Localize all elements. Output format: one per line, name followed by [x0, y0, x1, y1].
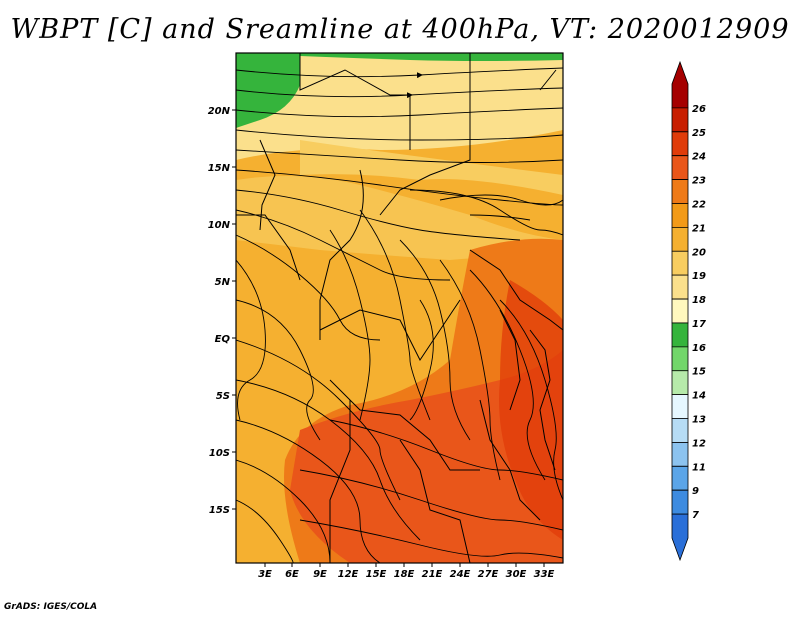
colorbar-swatch	[671, 203, 689, 228]
colorbar-label: 25	[692, 128, 706, 139]
lon-tick-label: 6E	[285, 569, 299, 580]
lon-tick-label: 15E	[366, 569, 387, 580]
colorbar-label: 12	[692, 438, 706, 449]
colorbar-swatch	[671, 107, 689, 133]
colorbar-swatch	[671, 131, 689, 157]
colorbar-swatch	[671, 250, 689, 276]
lon-tick-label: 12E	[338, 569, 359, 580]
colorbar-swatch	[671, 418, 689, 443]
lat-tick-label: EQ	[215, 334, 231, 345]
streamlines	[236, 67, 563, 563]
lon-tick-label: 21E	[422, 569, 443, 580]
colorbar-swatch	[671, 226, 689, 252]
colorbar-swatch	[671, 60, 689, 109]
colorbar-swatch	[671, 513, 689, 562]
colorbar-label: 26	[692, 104, 706, 115]
lat-tick-label: 15N	[208, 163, 231, 174]
chart-title: WBPT [C] and Sreamline at 400hPa, VT: 20…	[10, 14, 790, 45]
credit-text: GrADS: IGES/COLA	[4, 602, 98, 612]
colorbar-label: 19	[692, 271, 706, 282]
lat-tick-label: 15S	[209, 505, 230, 516]
colorbar-swatch	[671, 370, 689, 396]
lon-tick-label: 18E	[394, 569, 415, 580]
lon-tick-label: 24E	[450, 569, 471, 580]
map-plot-area	[236, 53, 563, 563]
lat-tick-label: 10N	[208, 220, 231, 231]
lat-tick-label: 20N	[208, 106, 231, 117]
lat-tick-label: 5N	[215, 277, 231, 288]
colorbar-label: 17	[692, 319, 706, 330]
map-frame	[235, 52, 564, 564]
colorbar-label: 20	[692, 247, 706, 258]
colorbar-swatch	[671, 465, 689, 491]
colorbar-label: 22	[692, 199, 706, 210]
colorbar-label: 13	[692, 415, 706, 426]
colorbar-label: 7	[692, 510, 699, 521]
colorbar-label: 24	[692, 152, 706, 163]
colorbar-swatch	[671, 298, 689, 324]
colorbar-label: 15	[692, 367, 706, 378]
colorbar-swatch	[671, 274, 689, 300]
colorbar-label: 9	[692, 486, 699, 497]
lat-tick-label: 5S	[216, 391, 230, 402]
lon-tick-label: 3E	[258, 569, 272, 580]
colorbar-label: 21	[692, 223, 706, 234]
country-borders	[236, 53, 563, 563]
colorbar-swatch	[671, 394, 689, 419]
lon-tick-label: 27E	[478, 569, 499, 580]
colorbar-label: 11	[692, 462, 706, 473]
lon-tick-label: 33E	[534, 569, 555, 580]
lon-tick-label: 9E	[313, 569, 327, 580]
colorbar-swatch	[671, 489, 689, 515]
colorbar-label: 23	[692, 176, 706, 187]
colorbar-label: 14	[692, 391, 706, 402]
colorbar-swatch	[671, 346, 689, 372]
latitude-axis: 20N 15N 10N 5N EQ 5S 10S 15S	[208, 106, 236, 516]
colorbar-swatch	[671, 155, 689, 180]
colorbar-swatch	[671, 442, 689, 467]
longitude-axis: 3E 6E 9E 12E 15E 18E 21E 24E 27E 30E 33E	[258, 563, 555, 580]
colorbar-legend: 26 25 24 23 22 21 20 19 18 17 16 15 14 13 12 11 9 7	[671, 60, 706, 562]
lon-tick-label: 30E	[506, 569, 527, 580]
lat-tick-label: 10S	[209, 448, 230, 459]
colorbar-label: 18	[692, 295, 706, 306]
colorbar-swatch	[671, 179, 689, 204]
colorbar-swatch	[671, 322, 689, 348]
colorbar-label: 16	[692, 343, 706, 354]
